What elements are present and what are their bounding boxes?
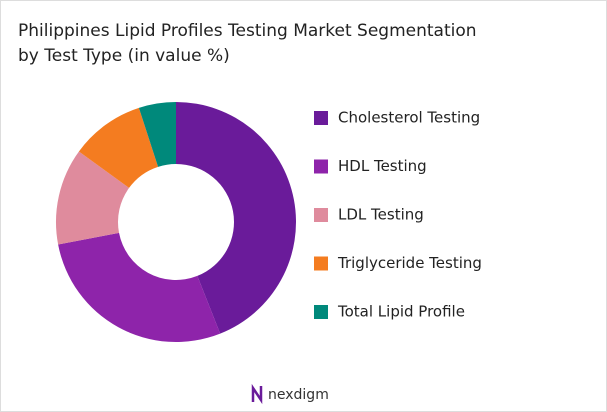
chart-title: Philippines Lipid Profiles Testing Marke… xyxy=(18,21,477,66)
donut-slice xyxy=(58,232,221,342)
donut-slice xyxy=(56,151,130,245)
legend-swatch xyxy=(314,159,328,174)
donut-slice xyxy=(176,102,297,334)
legend-swatch xyxy=(314,111,328,125)
donut-slice xyxy=(138,102,176,167)
legend-label: Cholesterol Testing xyxy=(338,109,480,127)
legend-label: Triglyceride Testing xyxy=(337,254,482,272)
logo-icon xyxy=(251,383,263,405)
legend-swatch xyxy=(314,208,328,222)
donut-slice xyxy=(78,107,159,188)
brand-logo: nexdigm xyxy=(251,383,329,405)
legend-label: LDL Testing xyxy=(338,206,424,224)
legend-swatch xyxy=(314,305,328,319)
legend-swatch xyxy=(314,256,328,271)
legend-label: Total Lipid Profile xyxy=(337,303,465,321)
brand: nexdigm xyxy=(268,387,329,403)
legend-label: HDL Testing xyxy=(338,157,427,175)
